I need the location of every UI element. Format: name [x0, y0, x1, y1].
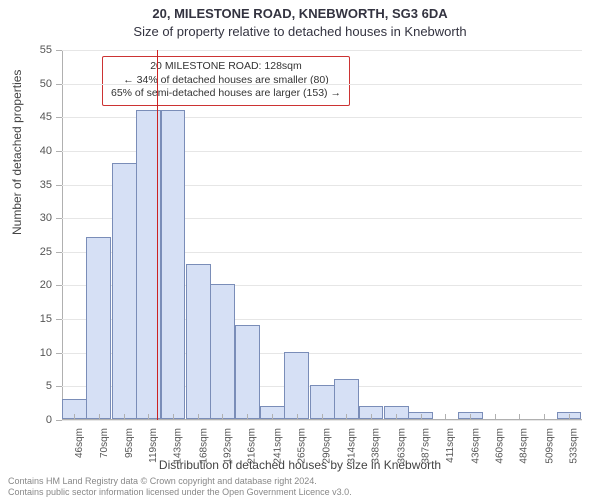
y-tick-mark [56, 319, 62, 320]
x-tick-label: 70sqm [99, 428, 110, 458]
y-tick-label: 50 [20, 78, 52, 90]
x-axis-label: Distribution of detached houses by size … [0, 458, 600, 472]
histogram-bar [235, 325, 260, 419]
y-tick-label: 30 [20, 212, 52, 224]
y-tick-label: 45 [20, 111, 52, 123]
x-tick-mark [297, 414, 298, 420]
x-tick-mark [495, 414, 496, 420]
y-tick-label: 35 [20, 179, 52, 191]
histogram-bar [86, 237, 111, 419]
x-tick-mark [396, 414, 397, 420]
x-tick-mark [346, 414, 347, 420]
histogram-bar [334, 379, 359, 419]
x-tick-mark [371, 414, 372, 420]
y-tick-label: 20 [20, 279, 52, 291]
y-tick-mark [56, 420, 62, 421]
annotation-line2: ← 34% of detached houses are smaller (80… [111, 74, 341, 88]
y-tick-label: 55 [20, 44, 52, 56]
histogram-bar [161, 110, 186, 419]
x-tick-mark [148, 414, 149, 420]
x-tick-mark [99, 414, 100, 420]
chart-container: 20, MILESTONE ROAD, KNEBWORTH, SG3 6DA S… [0, 0, 600, 500]
x-tick-mark [470, 414, 471, 420]
x-tick-mark [569, 414, 570, 420]
y-tick-label: 25 [20, 246, 52, 258]
y-axis-line [62, 50, 63, 420]
x-tick-mark [124, 414, 125, 420]
y-tick-label: 10 [20, 347, 52, 359]
x-tick-mark [322, 414, 323, 420]
histogram-bar [112, 163, 137, 419]
y-tick-mark [56, 353, 62, 354]
footer-line2: Contains public sector information licen… [8, 487, 592, 498]
annotation-line1: 20 MILESTONE ROAD: 128sqm [111, 60, 341, 74]
y-tick-mark [56, 386, 62, 387]
x-tick-mark [272, 414, 273, 420]
y-tick-mark [56, 252, 62, 253]
x-tick-mark [544, 414, 545, 420]
annotation-box: 20 MILESTONE ROAD: 128sqm ← 34% of detac… [102, 56, 350, 106]
x-tick-mark [222, 414, 223, 420]
x-tick-mark [445, 414, 446, 420]
x-tick-mark [421, 414, 422, 420]
chart-subtitle: Size of property relative to detached ho… [0, 24, 600, 39]
footer-line1: Contains HM Land Registry data © Crown c… [8, 476, 592, 487]
x-tick-mark [198, 414, 199, 420]
histogram-bar [186, 264, 211, 419]
histogram-bar [210, 284, 235, 419]
x-tick-mark [173, 414, 174, 420]
y-tick-label: 15 [20, 313, 52, 325]
plot-area: 20 MILESTONE ROAD: 128sqm ← 34% of detac… [62, 50, 582, 420]
y-tick-mark [56, 285, 62, 286]
x-tick-label: 46sqm [74, 428, 85, 458]
y-tick-label: 0 [20, 414, 52, 426]
x-tick-label: 95sqm [124, 428, 135, 458]
y-tick-mark [56, 84, 62, 85]
gridline [62, 420, 582, 421]
y-tick-mark [56, 151, 62, 152]
x-tick-mark [519, 414, 520, 420]
histogram-bar [284, 352, 309, 419]
footer-attribution: Contains HM Land Registry data © Crown c… [8, 476, 592, 499]
y-tick-mark [56, 50, 62, 51]
y-tick-mark [56, 117, 62, 118]
x-tick-mark [247, 414, 248, 420]
y-tick-mark [56, 185, 62, 186]
annotation-line3: 65% of semi-detached houses are larger (… [111, 87, 341, 101]
chart-title-address: 20, MILESTONE ROAD, KNEBWORTH, SG3 6DA [0, 6, 600, 21]
y-tick-mark [56, 218, 62, 219]
y-tick-label: 5 [20, 380, 52, 392]
x-tick-mark [74, 414, 75, 420]
y-tick-label: 40 [20, 145, 52, 157]
property-marker-line [157, 50, 158, 420]
gridline [62, 50, 582, 51]
gridline [62, 84, 582, 85]
